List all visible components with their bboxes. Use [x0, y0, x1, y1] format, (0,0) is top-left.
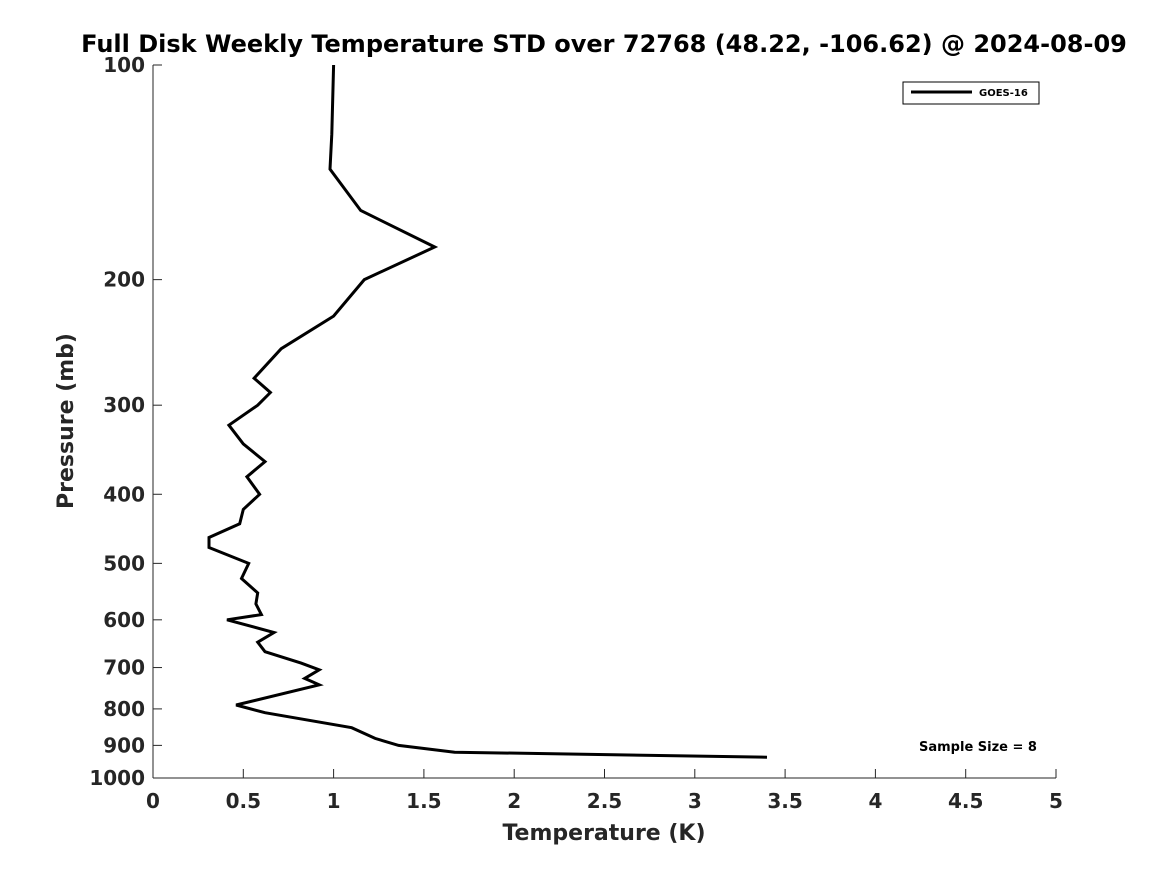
y-tick-label: 200 — [103, 268, 145, 292]
y-tick-label: 800 — [103, 697, 145, 721]
y-tick-label: 100 — [103, 53, 145, 77]
x-tick-label: 1.5 — [406, 789, 441, 813]
y-tick-label: 900 — [103, 733, 145, 757]
y-tick-label: 1000 — [89, 766, 145, 790]
x-tick-label: 3.5 — [767, 789, 802, 813]
sample-size-annotation: Sample Size = 8 — [919, 740, 1037, 755]
y-tick-label: 500 — [103, 551, 145, 575]
y-tick-label: 300 — [103, 393, 145, 417]
plot-area — [207, 64, 768, 759]
x-tick-label: 2 — [507, 789, 521, 813]
series-line-goes-16 — [207, 64, 768, 759]
x-tick-label: 0 — [146, 789, 160, 813]
legend-label-goes16: GOES-16 — [979, 88, 1028, 99]
chart-title: Full Disk Weekly Temperature STD over 72… — [81, 30, 1127, 58]
y-axis-ticks: 100 200 300 400 500 600 700 800 900 1000 — [89, 53, 162, 790]
x-tick-label: 5 — [1049, 789, 1063, 813]
x-axis-label: Temperature (K) — [502, 821, 705, 846]
x-tick-label: 4 — [868, 789, 882, 813]
x-tick-label: 2.5 — [587, 789, 622, 813]
x-axis-ticks: 0 0.5 1 1.5 2 2.5 3 3.5 4 4.5 5 — [146, 769, 1063, 813]
y-tick-label: 600 — [103, 608, 145, 632]
x-tick-label: 1 — [327, 789, 341, 813]
y-tick-label: 400 — [103, 482, 145, 506]
y-axis-label: Pressure (mb) — [54, 333, 79, 509]
x-tick-label: 4.5 — [948, 789, 983, 813]
axes — [152, 65, 1056, 779]
x-tick-label: 3 — [688, 789, 702, 813]
y-tick-label: 700 — [103, 656, 145, 680]
x-tick-label: 0.5 — [226, 789, 261, 813]
legend: GOES-16 — [902, 81, 1040, 105]
